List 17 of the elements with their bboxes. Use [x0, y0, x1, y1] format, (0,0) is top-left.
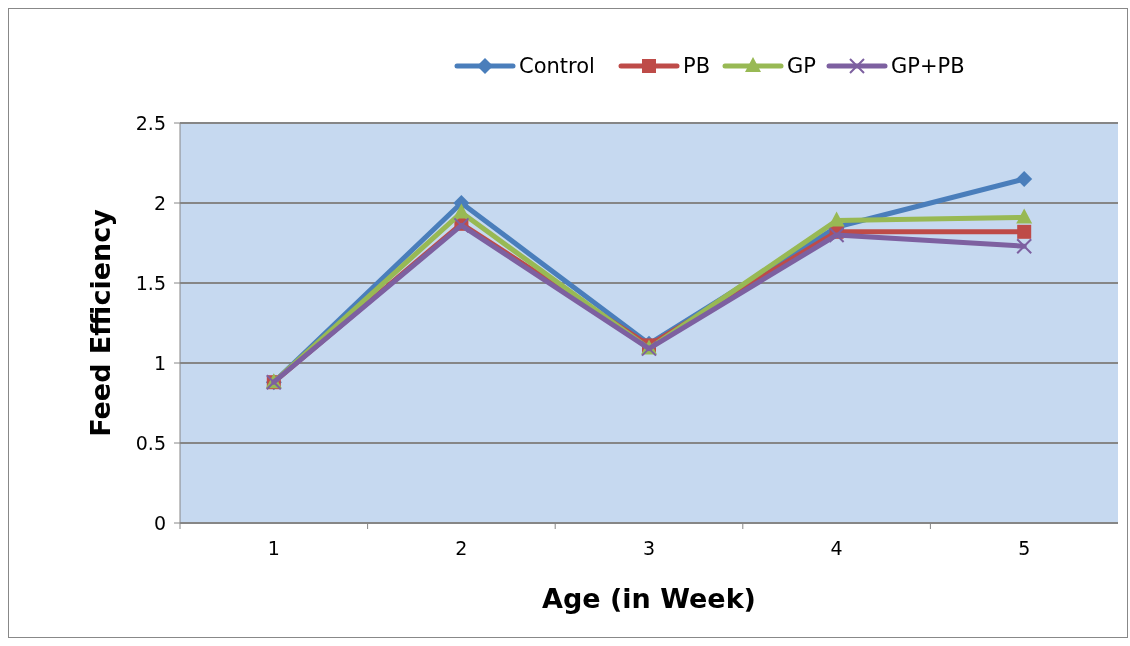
y-tick-label: 2: [153, 191, 166, 214]
y-axis-title: Feed Efficiency: [85, 208, 116, 437]
legend-label: Control: [519, 54, 595, 79]
y-tick-label: 2.5: [135, 111, 166, 134]
x-tick-label: 2: [455, 537, 468, 559]
legend-label: GP+PB: [891, 54, 965, 79]
y-tick-label: 0.5: [135, 431, 166, 454]
y-tick-label: 1: [153, 351, 166, 374]
legend-label: GP: [787, 54, 816, 79]
x-tick-label: 3: [642, 537, 656, 559]
x-tick-label: 4: [830, 537, 843, 559]
legend-label: PB: [683, 54, 711, 79]
x-axis-title: Age (in Week): [542, 583, 756, 614]
y-tick-label: 1.5: [135, 271, 166, 294]
x-tick-label: 1: [267, 537, 280, 559]
y-tick-label: 0: [153, 511, 166, 534]
x-tick-label: 5: [1018, 537, 1031, 559]
